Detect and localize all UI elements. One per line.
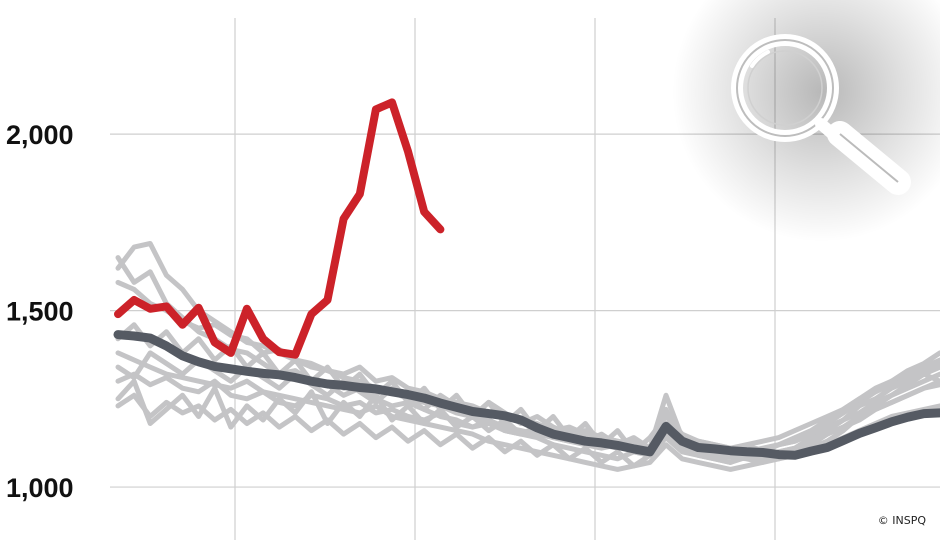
current-series-line bbox=[114, 98, 445, 359]
y-tick-label: 1,500 bbox=[6, 297, 74, 327]
credit-label: © INSPQ bbox=[878, 514, 927, 527]
history-series-line bbox=[115, 361, 940, 455]
y-tick-label: 1,000 bbox=[6, 473, 74, 503]
y-axis-ticks: 1,000 1,500 2,000 bbox=[6, 120, 74, 503]
average-series-line bbox=[113, 330, 940, 460]
y-tick-label: 2,000 bbox=[6, 120, 74, 150]
magnifier-icon[interactable] bbox=[672, 0, 940, 242]
series-group bbox=[113, 98, 940, 472]
history-series-line bbox=[115, 382, 940, 469]
